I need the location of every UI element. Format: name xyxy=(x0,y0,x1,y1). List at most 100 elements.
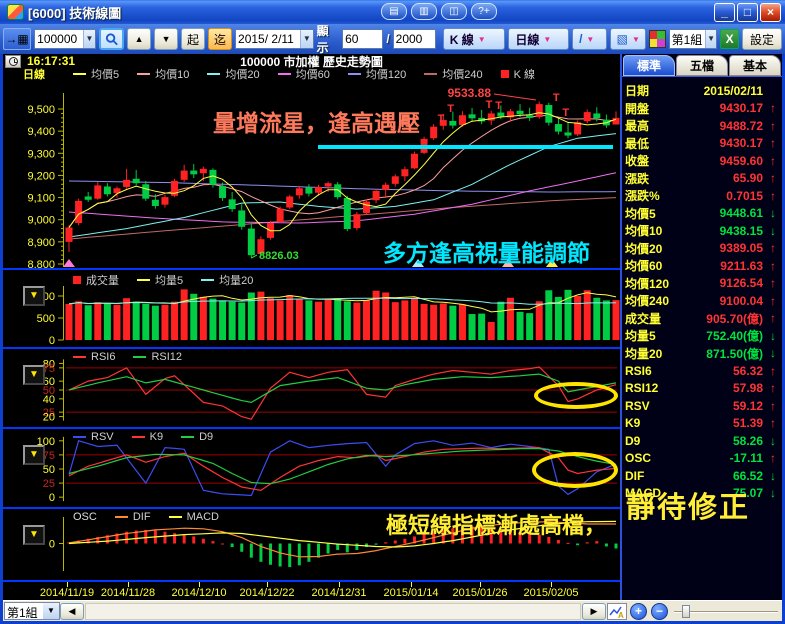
settings-button[interactable]: 設定 xyxy=(742,28,782,50)
quote-label: RSI12 xyxy=(625,381,659,396)
date-input[interactable] xyxy=(236,30,301,48)
help-button[interactable]: ?+ xyxy=(471,3,497,20)
up-arrow-icon: ↑ xyxy=(770,416,776,431)
quote-row: 均量20 871.50(億) ↓ xyxy=(622,345,782,363)
svg-text:0: 0 xyxy=(49,492,55,504)
quote-label: 日期 xyxy=(625,84,650,99)
legend-label: MACD xyxy=(186,511,219,523)
legend-item: 成交量 xyxy=(73,272,119,288)
symbol-dropdown-button[interactable]: ▼ xyxy=(82,30,95,48)
tab-標準[interactable]: 標準 xyxy=(623,55,675,76)
zoom-slider-thumb[interactable] xyxy=(682,604,690,618)
date-dropdown-button[interactable]: ▼ xyxy=(300,30,313,48)
rsi-legend: RSI6 RSI12 xyxy=(73,351,200,363)
kd-chart[interactable]: 100 75 50 25 0 xyxy=(3,429,620,507)
quote-value: 58.26 xyxy=(732,433,763,448)
scroll-left-button[interactable]: ◀ xyxy=(60,602,84,620)
group-input[interactable] xyxy=(669,30,705,48)
quote-label: RSV xyxy=(625,398,650,413)
legend-dash-icon xyxy=(114,516,128,518)
svg-text:75: 75 xyxy=(43,450,55,462)
quote-row: 收盤 9459.60 ↑ xyxy=(622,152,782,170)
volume-legend: 成交量 均量5 均量20 xyxy=(73,272,271,288)
close-button[interactable]: × xyxy=(760,3,781,22)
excel-export-icon[interactable]: X xyxy=(720,29,740,49)
quote-label: K9 xyxy=(625,416,641,431)
legend-dash-icon xyxy=(201,279,215,281)
range-end-button[interactable]: 迄 xyxy=(208,28,233,50)
quote-label: 收盤 xyxy=(625,154,650,169)
legend-item: 均價20 xyxy=(207,66,260,82)
up-arrow-icon: ↑ xyxy=(770,101,776,116)
symbol-input[interactable] xyxy=(35,30,83,48)
zoom-in-button[interactable]: + xyxy=(630,602,647,620)
search-button[interactable] xyxy=(98,28,125,50)
up-arrow-icon: ↑ xyxy=(770,311,776,326)
bars-input[interactable] xyxy=(343,30,383,48)
macd-panel-collapse-button[interactable]: ▼ xyxy=(23,525,45,545)
quote-row: D9 58.26 ↓ xyxy=(622,432,782,450)
up-arrow-icon: ↑ xyxy=(770,398,776,413)
x-label: 2015/01/26 xyxy=(452,587,508,599)
range-start-button[interactable]: 起 xyxy=(181,28,206,50)
main-candlestick-chart[interactable]: 8,800 8,900 9,000 9,100 9,200 9,300 9,400 9,500… xyxy=(3,81,620,268)
quote-row: 均價60 9211.63 ↑ xyxy=(622,257,782,275)
up-arrow-icon: ↑ xyxy=(770,363,776,378)
svg-text:25: 25 xyxy=(43,407,55,419)
quote-value: 75.07 xyxy=(732,486,763,501)
slash-label: / xyxy=(386,32,390,46)
minimize-button[interactable]: _ xyxy=(714,3,735,22)
period-button[interactable]: 日線 ▼ xyxy=(508,28,570,50)
down-arrow-icon: ↓ xyxy=(770,328,776,343)
quote-row: 均價240 9100.04 ↑ xyxy=(622,292,782,310)
volume-panel-collapse-button[interactable]: ▼ xyxy=(23,286,45,306)
clock-icon[interactable] xyxy=(5,54,21,68)
chart-type-button[interactable]: K 線 ▼ xyxy=(442,28,506,50)
prev-button[interactable]: ▲ xyxy=(127,28,152,50)
legend-item: D9 xyxy=(181,431,213,443)
next-button[interactable]: ▼ xyxy=(154,28,179,50)
legend-dash-icon xyxy=(73,436,86,438)
chevron-down-icon: ▼ xyxy=(477,34,486,44)
tab-基本[interactable]: 基本 xyxy=(729,55,781,76)
svg-text:9,100: 9,100 xyxy=(27,193,55,205)
svg-text:T: T xyxy=(495,100,502,112)
total-input[interactable] xyxy=(393,30,435,48)
maximize-button[interactable]: □ xyxy=(737,3,758,22)
quote-value: 9448.61 xyxy=(719,206,763,221)
color-palette-button[interactable] xyxy=(648,30,666,48)
main-legend: 日線 均價5 均價10 均價20 均價60 均價120 均價240 K 線 xyxy=(3,67,553,81)
svg-text:T: T xyxy=(486,99,493,111)
draw-shape-button[interactable]: ▧ ▼ xyxy=(609,28,646,50)
zoom-slider[interactable] xyxy=(674,604,778,619)
pin-window-button[interactable]: ◫ xyxy=(441,3,467,20)
scroll-right-button[interactable]: ▶ xyxy=(582,602,606,620)
statusbar-group-dropdown-button[interactable]: ▼ xyxy=(43,603,59,619)
draw-line-button[interactable]: / ▼ xyxy=(572,28,607,50)
total-combo xyxy=(392,29,436,49)
layout-button[interactable]: ▤ xyxy=(381,3,407,20)
draw-tool-icon[interactable]: A xyxy=(607,602,627,620)
tab-五檔[interactable]: 五檔 xyxy=(676,55,728,76)
legend-label: 成交量 xyxy=(86,275,119,287)
kd-panel-collapse-button[interactable]: ▼ xyxy=(23,445,45,465)
macd-chart[interactable]: 0 xyxy=(3,509,620,580)
group-combo: ▼ xyxy=(668,29,718,49)
chart-scrollbar-track[interactable] xyxy=(85,602,581,620)
legend-label: 均價5 xyxy=(91,69,120,81)
link-arrow-icon[interactable]: →▦ xyxy=(3,28,32,50)
quote-value: 57.98 xyxy=(732,381,763,396)
rsi-panel-collapse-button[interactable]: ▼ xyxy=(23,365,45,385)
legend-item: 均量20 xyxy=(201,272,253,288)
svg-text:20: 20 xyxy=(43,412,55,424)
quote-window-button[interactable]: ▥ xyxy=(411,3,437,20)
quote-row: OSC -17.11 ↑ xyxy=(622,450,782,468)
group-dropdown-button[interactable]: ▼ xyxy=(704,30,717,48)
quote-value: 9389.05 xyxy=(719,241,763,256)
quote-value: 51.39 xyxy=(732,416,763,431)
zoom-out-button[interactable]: − xyxy=(651,602,668,620)
volume-chart[interactable]: 1,0005000 xyxy=(3,270,620,347)
quote-value: 9430.17 xyxy=(719,101,763,116)
quote-row: 均價5 9448.61 ↓ xyxy=(622,205,782,223)
